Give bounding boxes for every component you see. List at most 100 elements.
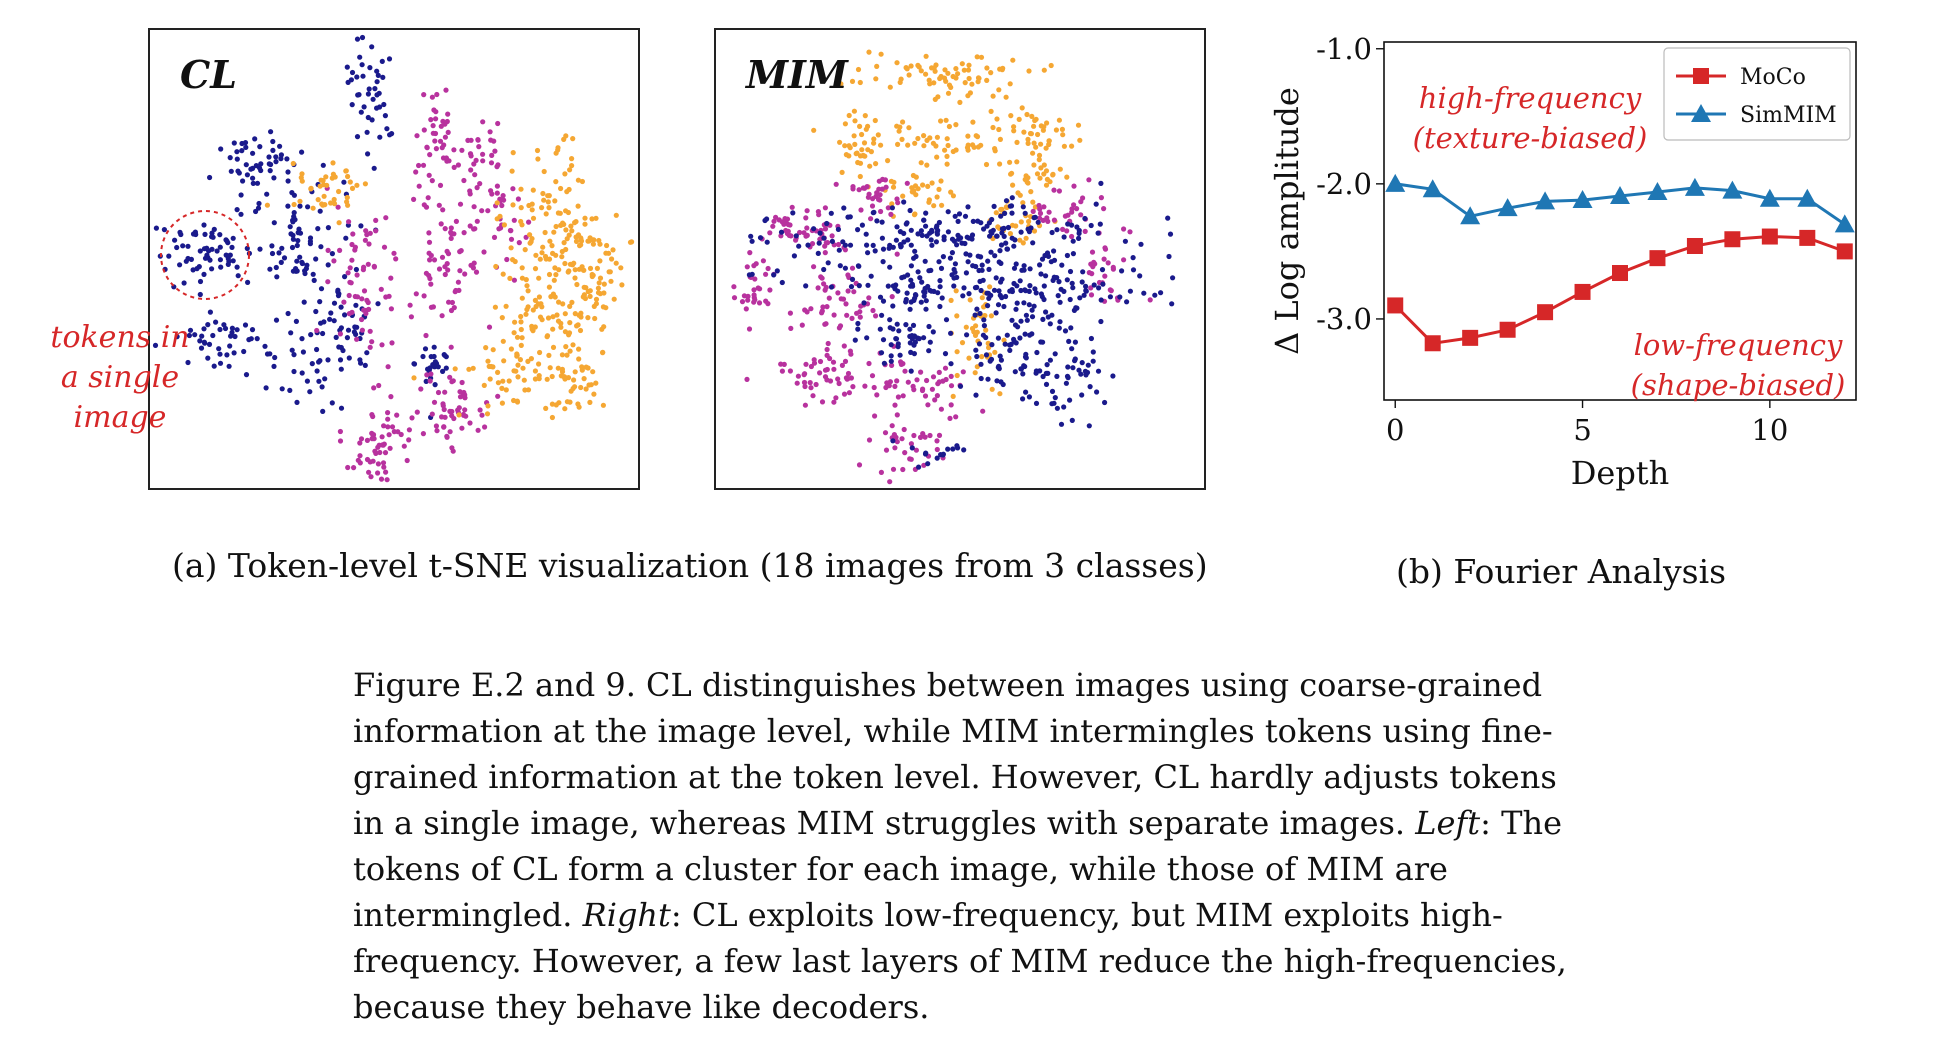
mim-tsne-point [946, 82, 953, 88]
mim-tsne-point [826, 295, 832, 301]
mim-tsne-point [945, 142, 951, 149]
mim-tsne-point [1008, 341, 1014, 347]
mim-tsne-point [924, 162, 930, 168]
cl-tsne-point [218, 264, 224, 270]
y-axis-label: Δ Log amplitude [1268, 87, 1306, 355]
cl-tsne-point [314, 327, 320, 334]
cl-tsne-point [433, 423, 439, 429]
mim-tsne-point [983, 327, 989, 333]
cl-tsne-point [500, 271, 506, 277]
cl-tsne-point [367, 230, 373, 236]
mim-tsne-point [970, 263, 976, 269]
cl-tsne-point [232, 333, 238, 340]
mim-tsne-point [934, 154, 940, 160]
mim-tsne-point [808, 385, 814, 391]
cl-tsne-point [546, 205, 552, 211]
cl-tsne-point [342, 274, 348, 280]
cl-tsne-point [564, 352, 570, 358]
x-axis-label: Depth [1571, 454, 1670, 492]
cl-tsne-point [314, 368, 320, 374]
cl-tsne-point [352, 244, 358, 250]
mim-tsne-point [986, 266, 992, 272]
moco-point [1462, 329, 1479, 346]
mim-tsne-point [899, 436, 905, 442]
mim-tsne-point [921, 217, 927, 223]
cl-tsne-point [383, 215, 389, 221]
cl-tsne-point [177, 229, 183, 235]
cl-tsne-point [519, 335, 525, 341]
mim-tsne-point [996, 126, 1002, 133]
mim-tsne-point [954, 313, 960, 319]
cl-tsne-point [279, 245, 285, 251]
mim-tsne-point [923, 210, 929, 216]
mim-tsne-point [912, 248, 918, 254]
cl-tsne-point [569, 156, 575, 162]
cl-tsne-point [437, 182, 444, 188]
cl-tsne-point [562, 376, 568, 382]
mim-tsne-point [988, 108, 994, 114]
cl-tsne-point [539, 304, 545, 310]
mim-tsne-point [1010, 182, 1016, 188]
cl-tsne-point [483, 345, 489, 351]
cl-tsne-point [607, 269, 613, 275]
cl-tsne-point [386, 56, 393, 62]
mim-tsne-point [974, 353, 980, 360]
mim-tsne-point [902, 450, 908, 456]
mim-tsne-point [1069, 280, 1075, 286]
mim-tsne-point [948, 383, 955, 389]
mim-tsne-point [908, 242, 914, 248]
mim-tsne-point [805, 242, 811, 248]
mim-tsne-point [1029, 314, 1036, 320]
cl-tsne-point [476, 144, 482, 150]
mim-tsne-point [859, 147, 865, 153]
mim-tsne-point [1110, 264, 1116, 270]
cl-tsne-point [577, 243, 583, 249]
cl-tsne-point [432, 382, 438, 388]
cl-tsne-point [474, 185, 480, 191]
mim-tsne-point [966, 75, 972, 82]
cl-tsne-point [172, 237, 178, 243]
cl-tsne-point [487, 129, 493, 135]
mim-tsne-point [897, 352, 903, 358]
mim-tsne-point [936, 379, 942, 385]
cl-tsne-point [174, 244, 180, 251]
cl-tsne-point [591, 303, 597, 309]
cl-tsne-point [401, 443, 407, 449]
cl-tsne-panel: CL [148, 28, 640, 490]
mim-tsne-point [790, 210, 796, 216]
mim-tsne-point [999, 295, 1005, 301]
mim-tsne-point [1064, 277, 1070, 283]
cl-tsne-point [364, 350, 370, 356]
mim-tsne-point [953, 288, 959, 294]
cl-tsne-point [345, 464, 351, 471]
mim-tsne-point [887, 479, 893, 485]
cl-tsne-point [437, 138, 444, 144]
cl-tsne-point [442, 414, 448, 420]
cl-tsne-point [379, 434, 385, 440]
mim-tsne-point [842, 358, 849, 364]
cl-tsne-point [263, 385, 269, 391]
cl-tsne-point [299, 260, 305, 267]
mim-tsne-point [1071, 183, 1077, 189]
cl-tsne-point [375, 444, 381, 450]
moco-point [1761, 228, 1778, 245]
mim-tsne-point [1065, 364, 1071, 370]
cl-tsne-point [530, 328, 536, 334]
mim-tsne-point [996, 288, 1002, 294]
mim-tsne-point [835, 226, 841, 232]
moco-point [1424, 335, 1441, 352]
cl-tsne-point [344, 64, 350, 70]
mim-tsne-point [965, 204, 971, 210]
mim-tsne-point [894, 123, 900, 129]
mim-tsne-point [969, 81, 975, 87]
mim-tsne-point [951, 275, 957, 281]
cl-tsne-point [217, 244, 223, 250]
mim-tsne-point [1003, 293, 1009, 300]
mim-tsne-point [1003, 204, 1009, 210]
mim-tsne-point [1017, 278, 1023, 284]
cl-tsne-point [581, 376, 587, 382]
cl-tsne-point [583, 386, 589, 392]
cl-tsne-point [562, 406, 568, 412]
mim-tsne-point [894, 412, 900, 418]
mim-tsne-point [751, 287, 757, 293]
